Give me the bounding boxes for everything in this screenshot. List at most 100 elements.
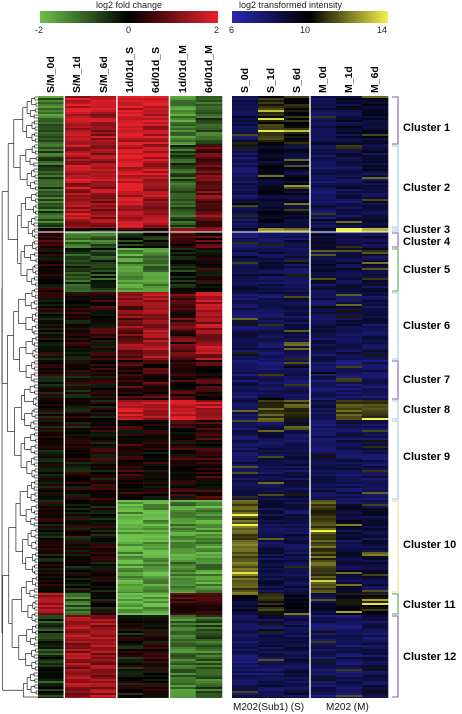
intensity-cell [232,205,259,207]
intensity-cell [232,468,259,470]
intensity-cell [232,679,259,681]
fold-change-cell [195,482,223,484]
intensity-cell [258,300,285,302]
fold-change-cell [143,500,170,502]
fold-change-cell [38,374,65,376]
fold-change-cell [116,270,144,272]
intensity-cell [336,120,363,122]
intensity-cell [284,298,311,300]
intensity-cell [232,530,259,532]
intensity-cell [258,643,285,645]
fold-change-cell [116,151,144,153]
fold-change-cell [38,181,65,183]
intensity-cell [232,254,259,256]
cluster-label: Cluster 8 [403,404,451,416]
fold-change-cell [90,538,118,540]
intensity-cell [310,641,337,643]
fold-change-cell [64,677,91,679]
fold-change-cell [116,693,144,695]
fold-change-cell [116,238,144,240]
fold-change-cell [143,456,170,458]
intensity-cell [232,536,259,538]
intensity-cell [232,478,259,480]
fold-change-cell [64,508,91,510]
fold-change-cell [64,530,91,532]
fold-change-cell [195,623,223,625]
fold-change-cell [195,619,223,621]
intensity-cell [362,187,389,189]
fold-change-cell [64,98,91,100]
fold-change-cell [90,380,118,382]
intensity-column-label: S_1d [265,67,277,93]
intensity-cell [258,404,285,406]
fold-change-cell [143,316,170,318]
intensity-cell [258,370,285,372]
intensity-cell [284,266,311,268]
fold-change-cell [143,258,170,260]
intensity-cell [258,667,285,669]
intensity-cell [336,126,363,128]
intensity-cell [336,187,363,189]
intensity-cell [284,225,311,227]
intensity-cell [258,223,285,225]
fold-change-cell [90,187,118,189]
fold-change-cell [116,546,144,548]
fold-change-cell [143,398,170,400]
fold-change-cell [169,568,197,570]
fold-change-cell [116,484,144,486]
fold-change-cell [64,132,91,134]
fold-change-cell [195,550,223,552]
fold-change-cell [116,185,144,187]
intensity-cell [336,256,363,258]
intensity-cell [284,484,311,486]
intensity-cell [258,651,285,653]
intensity-cell [310,695,337,697]
intensity-cell [362,647,389,649]
intensity-cell [258,468,285,470]
fold-change-cell [64,526,91,528]
intensity-cell [310,564,337,566]
fold-change-cell [195,434,223,436]
intensity-cell [258,641,285,643]
fold-change-cell [195,179,223,181]
fold-change-cell [195,187,223,189]
intensity-cell [258,619,285,621]
intensity-cell [336,617,363,619]
intensity-cell [258,290,285,292]
fold-change-cell [116,360,144,362]
fold-change-cell [64,292,91,294]
fold-change-cell [116,558,144,560]
intensity-cell [232,104,259,106]
fold-change-cell [38,653,65,655]
fold-change-cell [116,149,144,151]
intensity-cell [362,171,389,173]
fold-change-cell [116,334,144,336]
intensity-cell [336,356,363,358]
fold-change-cell [169,134,197,136]
intensity-cell [362,396,389,398]
fold-change-cell [64,627,91,629]
fold-change-cell [90,236,118,238]
fold-change-cell [90,599,118,601]
intensity-cell [232,286,259,288]
intensity-cell [258,460,285,462]
intensity-cell [310,552,337,554]
intensity-cell [232,629,259,631]
fold-change-cell [90,552,118,554]
intensity-cell [284,552,311,554]
intensity-cell [336,667,363,669]
fold-change-cell [116,544,144,546]
fold-change-cell [64,488,91,490]
fold-change-cell [90,410,118,412]
fold-change-cell [90,556,118,558]
fold-change-cell [195,681,223,683]
fold-change-cell [90,201,118,203]
fold-change-cell [195,328,223,330]
fold-change-cell [116,420,144,422]
fold-change-cell [90,165,118,167]
fold-change-cell [195,613,223,615]
fold-change-cell [90,362,118,364]
fold-change-cell [169,153,197,155]
fold-change-cell [64,428,91,430]
fold-change-cell [90,490,118,492]
